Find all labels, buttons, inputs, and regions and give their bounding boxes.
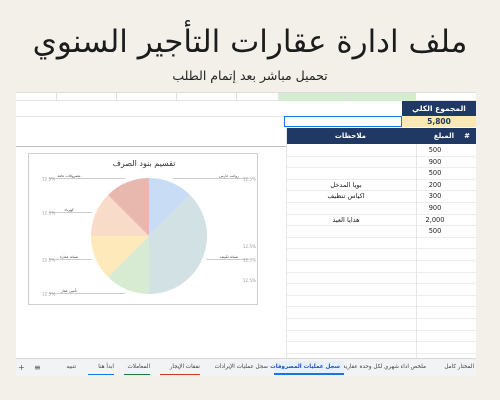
tab-color-bar [124, 373, 150, 375]
sheet-tab-label: ملخص اداء شهري لكل وحدة عقارية [342, 364, 426, 370]
slice-label: مصروفات عامة [57, 174, 80, 178]
amount-cell[interactable]: 500 [428, 227, 442, 236]
chart-title: تقسيم بنود الصرف [113, 159, 176, 168]
empty-row[interactable] [286, 238, 476, 250]
total-label: المجموع الكلي [402, 101, 476, 116]
slice-label: رواتب حارس [219, 174, 239, 178]
pie-slice[interactable] [107, 178, 149, 236]
header-strip [16, 93, 476, 101]
slice-percent: 12.5% [243, 177, 256, 182]
table-header: # المبلغ ملاحظات [286, 128, 476, 144]
table-row[interactable]: 200 بويا المدخل [286, 180, 476, 192]
amount-cell[interactable]: 2,000 [425, 215, 445, 224]
sheet-tab[interactable]: تنبيه [52, 361, 80, 375]
pie-chart[interactable]: تقسيم بنود الصرف رواتب حارس 12.5% صيانة تك… [28, 153, 258, 305]
page-title: ملف ادارة عقارات التأجير السنوي [32, 24, 468, 60]
grid-line [16, 116, 286, 117]
note-cell[interactable]: اكياس تنظيف [327, 192, 365, 201]
spreadsheet-area[interactable]: المجموع الكلي 5,800 # المبلغ ملاحظات 500… [16, 92, 476, 358]
column-header-hash: # [464, 132, 470, 140]
column-header-notes: ملاحظات [334, 132, 366, 140]
sheet-tab[interactable]: نفقات الإيجار [156, 361, 204, 375]
empty-row[interactable] [286, 296, 476, 308]
pie-slice[interactable] [91, 236, 149, 278]
grid-line [286, 128, 287, 358]
slice-percent: 12.5% [243, 244, 256, 249]
empty-row[interactable] [286, 319, 476, 331]
total-value[interactable]: 5,800 [402, 116, 476, 127]
table-row[interactable]: 2,000 هدايا العيد [286, 215, 476, 227]
sheet-tab-label: نفقات الإيجار [169, 364, 200, 370]
amount-cell[interactable]: 900 [428, 204, 442, 212]
grid-line [16, 146, 286, 147]
table-row[interactable]: 500 [286, 145, 476, 157]
slice-percent: 12.5% [42, 177, 55, 182]
empty-row[interactable] [286, 273, 476, 285]
empty-row[interactable] [286, 342, 476, 354]
sheet-tab-label: ابدأ هنا [98, 364, 114, 370]
slice-label: كهرباء [64, 208, 73, 212]
slice-label: تأمين عقار [60, 288, 77, 293]
grid-tick [116, 93, 117, 101]
amount-cell[interactable]: 500 [428, 169, 442, 178]
grid-line [416, 144, 417, 358]
selected-cell[interactable] [284, 116, 402, 127]
pie-chart-svg: تقسيم بنود الصرف رواتب حارس 12.5% صيانة تك… [42, 159, 256, 296]
empty-row[interactable] [286, 284, 476, 296]
highlight-strip [278, 93, 416, 101]
note-cell[interactable]: بويا المدخل [330, 180, 362, 189]
add-sheet-icon[interactable]: + [18, 363, 25, 372]
grid-tick [176, 93, 177, 101]
slice-percent: 12.5% [243, 278, 256, 283]
slice-label: صيانة عمارة [60, 255, 78, 259]
sheet-tabs: + ≡ المختار كامل ملخص اداء شهري لكل وحدة … [16, 358, 476, 376]
sheet-tab[interactable]: سجل عمليات الإيرادات [206, 361, 272, 375]
table-row[interactable]: 900 [286, 157, 476, 169]
sheet-tab-label: سجل عمليات الإيرادات [214, 364, 268, 370]
pie-slice[interactable] [149, 178, 191, 236]
note-cell[interactable]: هدايا العيد [332, 215, 360, 224]
table-row[interactable]: 500 [286, 168, 476, 180]
grid-tick [278, 93, 279, 101]
page-subtitle: تحميل مباشر بعد إتمام الطلب [172, 68, 328, 83]
slice-label: صيانة تكييف [220, 255, 238, 259]
all-sheets-icon[interactable]: ≡ [34, 363, 41, 372]
sheet-tab-label: المختار كامل [444, 364, 474, 370]
slice-percent: 12.5% [42, 210, 55, 215]
grid-tick [236, 93, 237, 101]
table-row[interactable]: 300 اكياس تنظيف [286, 191, 476, 203]
pie-slice[interactable] [91, 194, 149, 236]
sheet-tab[interactable]: المختار كامل [436, 361, 478, 375]
sheet-tab[interactable]: ملخص اداء شهري لكل وحدة عقارية [343, 361, 430, 375]
amount-cell[interactable]: 200 [428, 180, 442, 189]
grid-tick [56, 93, 57, 101]
sheet-tab-label: المعاملات [127, 364, 151, 370]
tab-color-bar [88, 373, 114, 375]
tab-color-bar [160, 373, 200, 375]
slice-percent: 12.5% [243, 258, 256, 263]
sheet-tab[interactable]: ابدأ هنا [84, 361, 118, 375]
amount-cell[interactable]: 500 [428, 146, 442, 154]
column-header-amount: المبلغ [433, 132, 454, 140]
amount-cell[interactable]: 300 [428, 192, 442, 201]
sheet-tab[interactable]: المعاملات [120, 361, 154, 375]
empty-row[interactable] [286, 249, 476, 261]
amount-cell[interactable]: 900 [428, 157, 442, 166]
slice-percent: 12.5% [42, 258, 55, 263]
slice-percent: 12.5% [42, 291, 55, 296]
pie-slice[interactable] [149, 194, 207, 294]
empty-row[interactable] [286, 331, 476, 343]
sheet-tab-label: تنبيه [66, 364, 76, 370]
pie-slice[interactable] [107, 236, 149, 294]
empty-row[interactable] [286, 261, 476, 273]
table-row[interactable]: 900 [286, 203, 476, 215]
sheet-tab-label: سجل عمليات المصروفات [270, 364, 340, 370]
sheet-tab[interactable]: سجل عمليات المصروفات [270, 361, 344, 375]
empty-row[interactable] [286, 307, 476, 319]
grid-tick [346, 93, 347, 101]
table-row[interactable]: 500 [286, 226, 476, 238]
